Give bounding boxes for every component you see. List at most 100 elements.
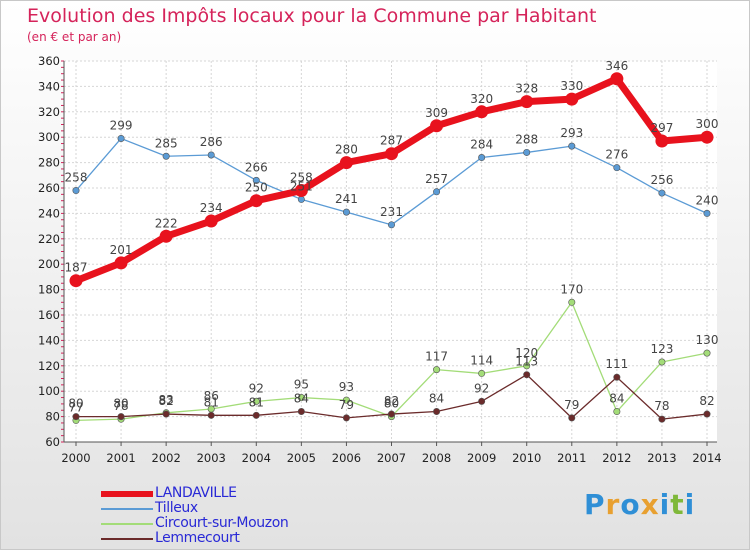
y-tick-label: 340: [38, 79, 60, 93]
data-point: [159, 229, 173, 243]
data-label: 280: [335, 143, 358, 157]
data-label: 309: [425, 106, 448, 120]
data-point: [207, 151, 215, 159]
data-label: 284: [470, 138, 493, 152]
data-label: 330: [560, 79, 583, 93]
data-label: 86: [204, 389, 219, 403]
data-label: 84: [294, 392, 309, 406]
legend-item: Tilleux: [101, 500, 361, 516]
data-label: 258: [65, 171, 88, 185]
x-tick-label: 2005: [287, 451, 316, 465]
data-label: 80: [384, 397, 399, 411]
data-point: [297, 394, 305, 402]
y-tick-label: 300: [38, 130, 60, 144]
data-point: [523, 148, 531, 156]
data-label: 297: [650, 121, 673, 135]
data-label: 299: [110, 118, 133, 132]
data-point: [387, 410, 395, 418]
logo-letter: x: [640, 488, 660, 521]
data-point: [342, 396, 350, 404]
data-point: [249, 194, 263, 208]
data-point: [568, 414, 576, 422]
data-point: [655, 134, 669, 148]
data-label: 79: [339, 398, 354, 412]
chart-subtitle: (en € et par an): [27, 30, 122, 44]
data-label: 92: [249, 381, 264, 395]
data-label: 187: [65, 261, 88, 275]
legend-swatch: [101, 491, 153, 497]
x-tick-label: 2001: [106, 451, 135, 465]
data-point: [207, 411, 215, 419]
y-tick-label: 360: [38, 54, 60, 68]
data-label: 170: [560, 282, 583, 296]
data-point: [297, 195, 305, 203]
data-point: [69, 274, 83, 288]
data-label: 328: [515, 82, 538, 96]
data-label: 114: [470, 353, 493, 367]
legend-label: Circourt-sur-Mouzon: [155, 515, 289, 531]
y-tick-label: 160: [38, 308, 60, 322]
data-label: 222: [155, 216, 178, 230]
y-tick-label: 240: [38, 206, 60, 220]
data-label: 81: [204, 395, 219, 409]
data-label: 234: [200, 201, 223, 215]
data-label: 123: [650, 342, 673, 356]
x-tick-label: 2013: [647, 451, 676, 465]
logo-letter: o: [620, 488, 641, 521]
y-tick-label: 100: [38, 384, 60, 398]
legend-item: LANDAVILLE: [101, 485, 361, 501]
data-point: [703, 209, 711, 217]
logo-letter: P: [584, 488, 606, 521]
data-label: 251: [290, 179, 313, 193]
data-label: 120: [515, 346, 538, 360]
data-label: 288: [515, 132, 538, 146]
data-point: [342, 414, 350, 422]
legend-item: Lemmecourt: [101, 530, 361, 546]
x-tick-label: 2002: [152, 451, 181, 465]
data-point: [385, 147, 398, 161]
data-point: [252, 411, 260, 419]
data-point: [252, 176, 260, 184]
x-tick-label: 2004: [242, 451, 271, 465]
logo-letter: i: [684, 488, 696, 521]
logo-letter: t: [670, 488, 685, 521]
data-point: [72, 187, 80, 195]
legend-swatch: [101, 538, 153, 540]
data-label: 293: [560, 126, 583, 140]
data-label: 111: [605, 357, 628, 371]
data-label: 257: [425, 172, 448, 186]
x-tick-label: 2011: [557, 451, 586, 465]
data-label: 300: [696, 117, 719, 131]
data-point: [162, 152, 170, 160]
data-point: [568, 298, 576, 306]
y-tick-label: 200: [38, 257, 60, 271]
data-label: 78: [654, 399, 669, 413]
data-point: [117, 413, 125, 421]
data-point: [523, 362, 531, 370]
data-label: 346: [605, 59, 628, 73]
x-tick-label: 2010: [512, 451, 541, 465]
x-tick-label: 2009: [467, 451, 496, 465]
y-tick-label: 180: [38, 283, 60, 297]
logo-letter: r: [605, 488, 621, 521]
data-point: [430, 119, 444, 133]
data-point: [433, 408, 441, 416]
y-tick-label: 220: [38, 232, 60, 246]
data-point: [613, 408, 621, 416]
y-tick-label: 80: [45, 410, 60, 424]
data-label: 240: [696, 193, 719, 207]
legend-item: Circourt-sur-Mouzon: [101, 515, 361, 531]
data-point: [117, 134, 125, 142]
x-tick-label: 2006: [332, 451, 361, 465]
proxiti-logo: Proxiti: [584, 488, 695, 521]
data-point: [610, 72, 624, 86]
data-label: 79: [564, 398, 579, 412]
data-point: [478, 397, 486, 405]
data-label: 92: [474, 381, 489, 395]
data-label: 84: [429, 392, 444, 406]
data-label: 130: [696, 333, 719, 347]
data-label: 80: [68, 397, 83, 411]
chart-title: Evolution des Impôts locaux pour la Comm…: [27, 5, 597, 27]
data-point: [433, 366, 441, 374]
